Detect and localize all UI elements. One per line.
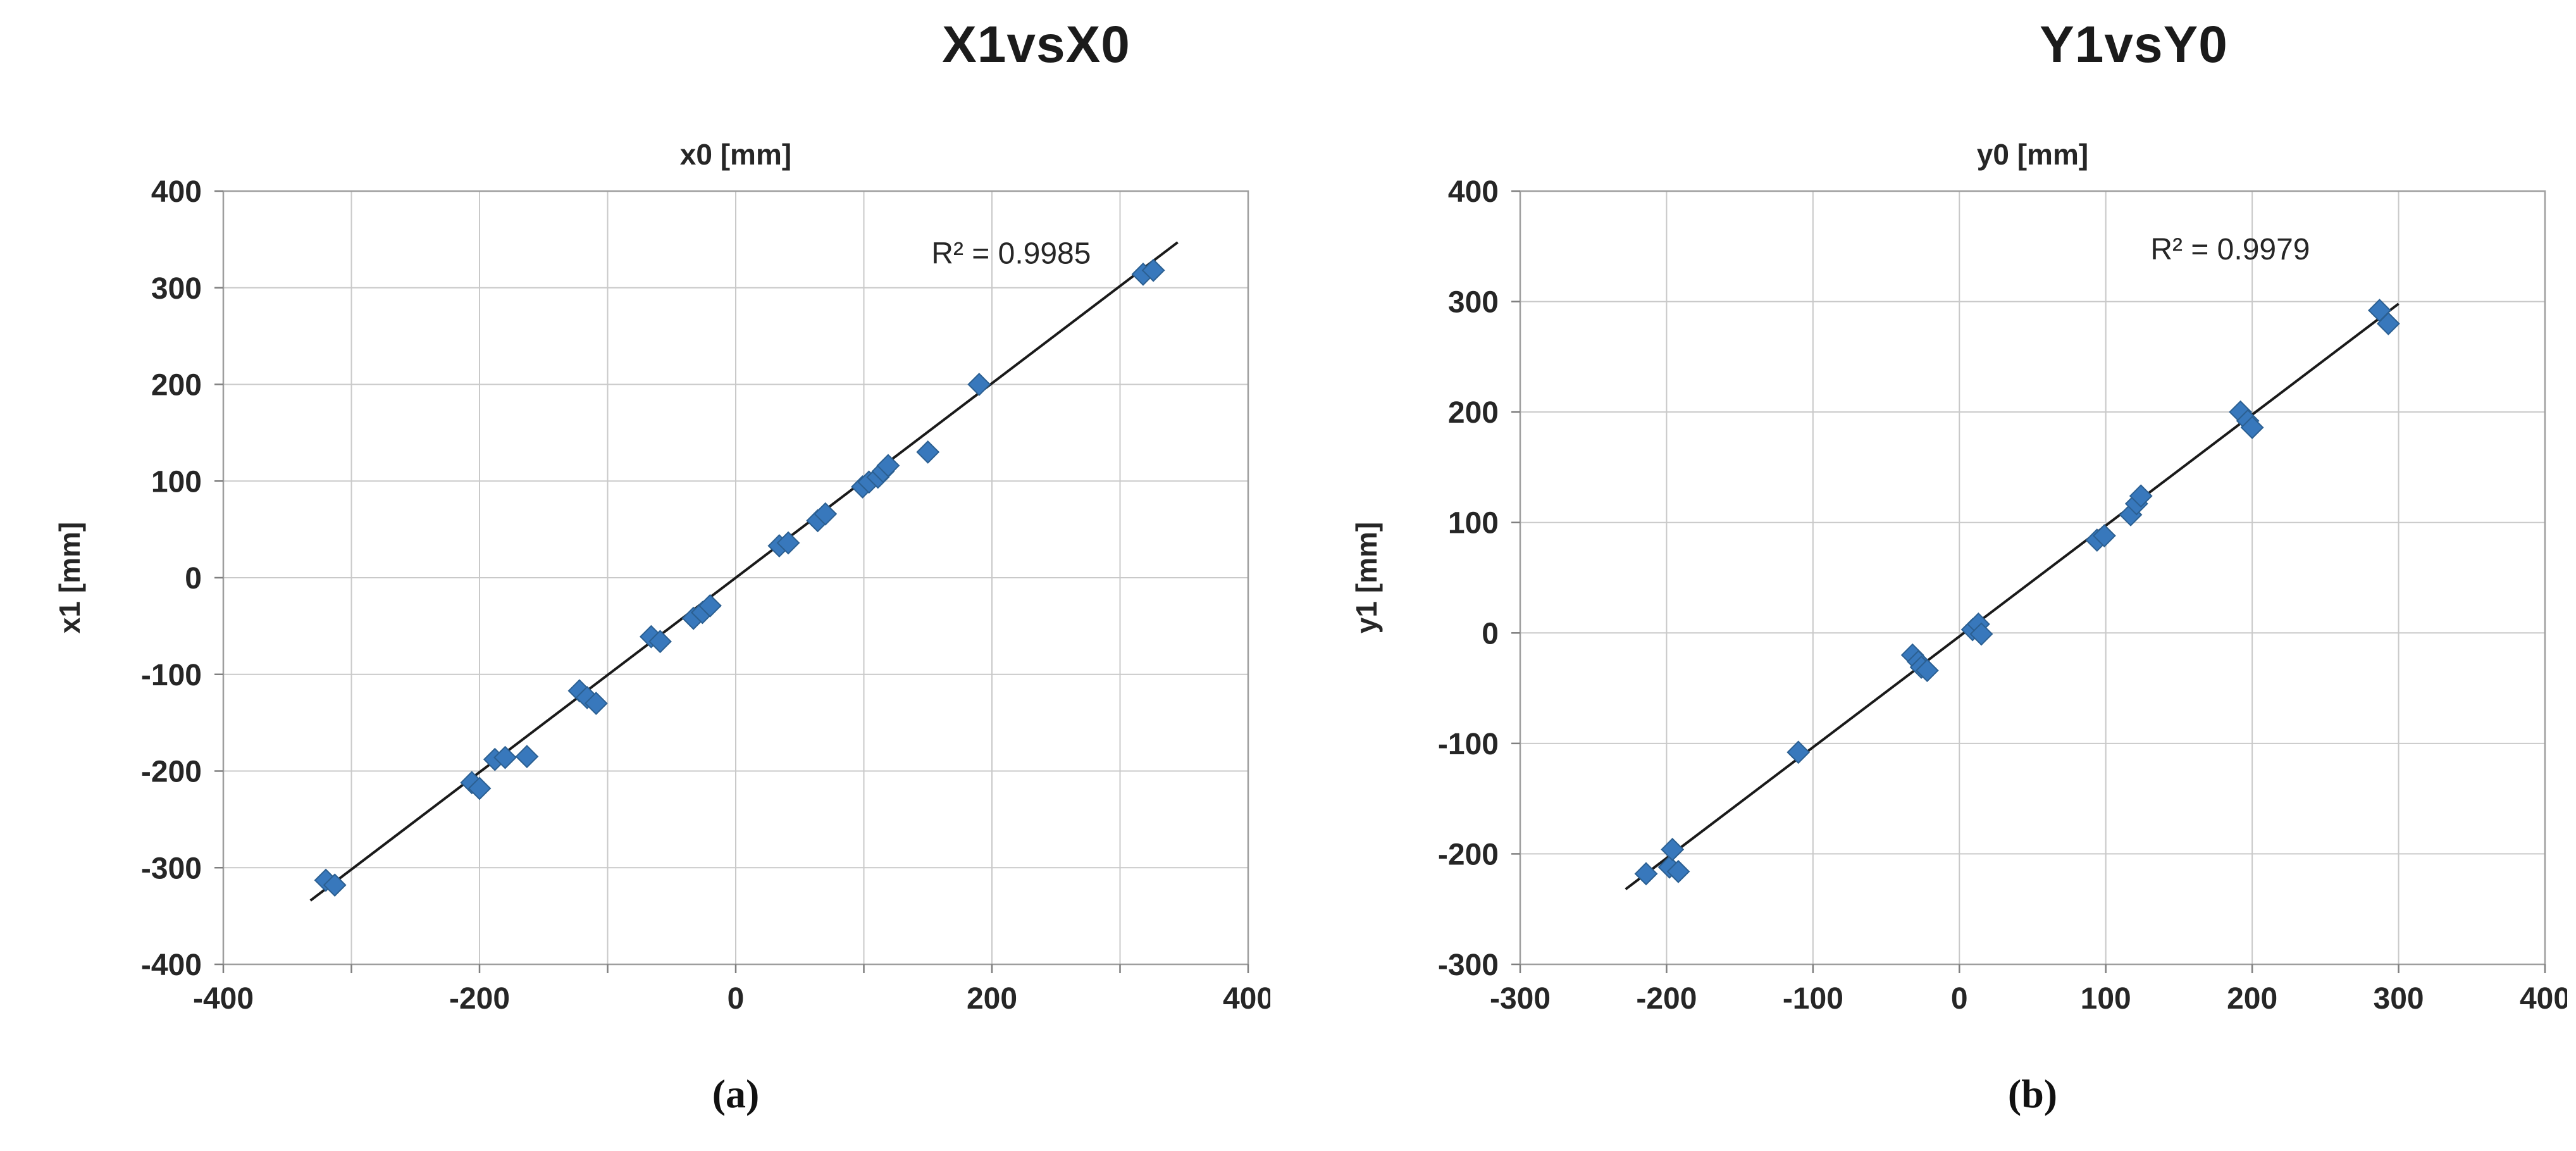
svg-text:0: 0: [728, 982, 745, 1016]
svg-text:200: 200: [967, 982, 1017, 1016]
svg-text:-200: -200: [449, 982, 510, 1016]
figure-caption-a: (a): [712, 1071, 760, 1116]
svg-text:100: 100: [1448, 507, 1499, 540]
svg-text:300: 300: [151, 272, 202, 306]
svg-text:200: 200: [2227, 982, 2277, 1016]
svg-text:y0 [mm]: y0 [mm]: [1977, 138, 2088, 171]
scatter-plot-a: -400 -200 0 200 400 -400 -300 -200 -100 0 100 200 30…: [53, 138, 1270, 1016]
svg-text:R² = 0.9979: R² = 0.9979: [2150, 233, 2310, 266]
svg-text:0: 0: [185, 562, 202, 595]
svg-text:-300: -300: [141, 852, 202, 885]
svg-text:0: 0: [1951, 982, 1968, 1016]
figure-panel: X1vsX0 -400 -200 0 200 400 -400 -300 -200 -100 0 1…: [30, 5, 2567, 1117]
svg-text:400: 400: [151, 175, 202, 209]
svg-text:400: 400: [1223, 982, 1270, 1016]
svg-text:x1 [mm]: x1 [mm]: [53, 522, 86, 633]
svg-text:100: 100: [151, 465, 202, 499]
svg-text:-100: -100: [141, 659, 202, 692]
svg-text:-200: -200: [1636, 982, 1697, 1016]
svg-text:-100: -100: [1438, 728, 1499, 761]
svg-text:R² = 0.9985: R² = 0.9985: [931, 237, 1091, 271]
chart-title-a: X1vsX0: [942, 16, 1130, 73]
svg-text:y1 [mm]: y1 [mm]: [1350, 522, 1383, 633]
svg-text:-300: -300: [1438, 949, 1499, 982]
svg-text:400: 400: [2520, 982, 2567, 1016]
svg-text:-400: -400: [141, 949, 202, 982]
svg-text:-300: -300: [1490, 982, 1551, 1016]
svg-text:-200: -200: [141, 756, 202, 789]
chart-title-b: Y1vsY0: [2040, 16, 2228, 73]
svg-text:400: 400: [1448, 175, 1499, 209]
chart-y1-vs-y0: Y1vsY0 -300 -200 -100 0 100 200 300 400 -300 -200…: [1327, 5, 2567, 1117]
svg-text:300: 300: [1448, 286, 1499, 320]
chart-x1-vs-x0: X1vsX0 -400 -200 0 200 400 -400 -300 -200 -100 0 1…: [30, 5, 1270, 1117]
svg-text:-100: -100: [1783, 982, 1843, 1016]
svg-text:100: 100: [2081, 982, 2131, 1016]
svg-text:0: 0: [1482, 617, 1499, 650]
svg-text:x0 [mm]: x0 [mm]: [680, 138, 791, 171]
svg-text:300: 300: [2374, 982, 2424, 1016]
svg-text:-400: -400: [193, 982, 254, 1016]
svg-text:-200: -200: [1438, 838, 1499, 871]
scatter-plot-b: -300 -200 -100 0 100 200 300 400 -300 -200 -100 0 10…: [1350, 138, 2567, 1016]
svg-text:200: 200: [1448, 396, 1499, 430]
figure-caption-b: (b): [2007, 1071, 2058, 1116]
svg-text:200: 200: [151, 369, 202, 402]
